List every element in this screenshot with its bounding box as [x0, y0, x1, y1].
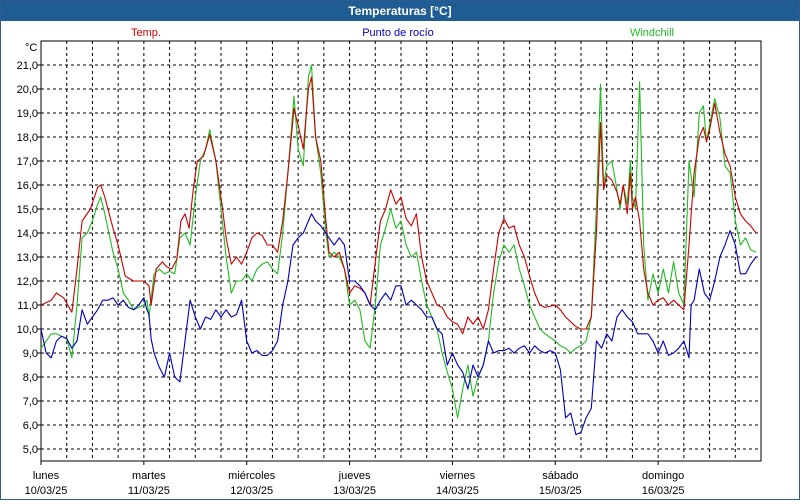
x-tick-date-label: 12/03/25: [230, 485, 273, 497]
legend-windchill-label: Windchill: [630, 27, 674, 39]
y-tick-label: 9,0: [23, 348, 38, 360]
y-tick-label: 10,0: [17, 324, 38, 336]
x-tick-day-label: jueves: [338, 470, 371, 482]
x-tick-day-label: lunes: [33, 470, 60, 482]
y-tick-label: 8,0: [23, 372, 38, 384]
window-title: Temperaturas [°C]: [1, 1, 799, 21]
series-line-temp: [40, 76, 757, 335]
y-tick-label: 20,0: [17, 84, 38, 96]
y-axis-unit-label: °C: [25, 42, 37, 54]
series-lines: [40, 64, 757, 436]
x-tick-date-label: 10/03/25: [25, 485, 68, 497]
x-tick-date-label: 14/03/25: [436, 485, 479, 497]
y-tick-label: 13,0: [17, 252, 38, 264]
series-line-punto-de-roc-o: [40, 213, 757, 436]
y-tick-label: 16,0: [17, 180, 38, 192]
temperature-chart: Temp. Punto de rocío Windchill °C 5,0 6,0…: [17, 27, 762, 497]
x-tick-day-label: sábado: [542, 470, 578, 482]
series-line-windchill: [40, 64, 757, 419]
y-tick-label: 6,0: [23, 420, 38, 432]
grid: [40, 40, 762, 462]
y-tick-label: 18,0: [17, 132, 38, 144]
x-tick-date-label: 11/03/25: [128, 485, 170, 497]
y-tick-label: 17,0: [17, 156, 38, 168]
y-tick-label: 14,0: [17, 228, 38, 240]
y-tick-label: 12,0: [17, 276, 38, 288]
y-tick-label: 21,0: [17, 60, 38, 72]
x-tick-day-label: miércoles: [228, 470, 276, 482]
x-tick-date-label: 15/03/25: [539, 485, 582, 497]
y-axis: 5,0 6,0 7,0 8,0 9,0 10,0 11,0 12,0 13,0 14,0 15,0 1…: [17, 60, 41, 456]
chart-area: Temp. Punto de rocío Windchill °C 5,0 6,0…: [1, 21, 799, 499]
x-tick-day-label: domingo: [642, 470, 684, 482]
x-tick-date-label: 16/03/25: [642, 485, 685, 497]
y-tick-label: 15,0: [17, 204, 38, 216]
y-tick-label: 5,0: [23, 444, 38, 456]
legend-temp-label: Temp.: [131, 27, 161, 39]
y-tick-label: 7,0: [23, 396, 38, 408]
x-tick-day-label: viernes: [440, 470, 476, 482]
y-tick-label: 19,0: [17, 108, 38, 120]
x-tick-day-label: martes: [132, 470, 166, 482]
x-tick-date-label: 13/03/25: [333, 485, 376, 497]
x-axis: lunes 10/03/25 martes 11/03/25 miércoles 12/0…: [25, 461, 685, 497]
legend-dew-label: Punto de rocío: [362, 27, 434, 39]
y-tick-label: 11,0: [17, 300, 38, 312]
